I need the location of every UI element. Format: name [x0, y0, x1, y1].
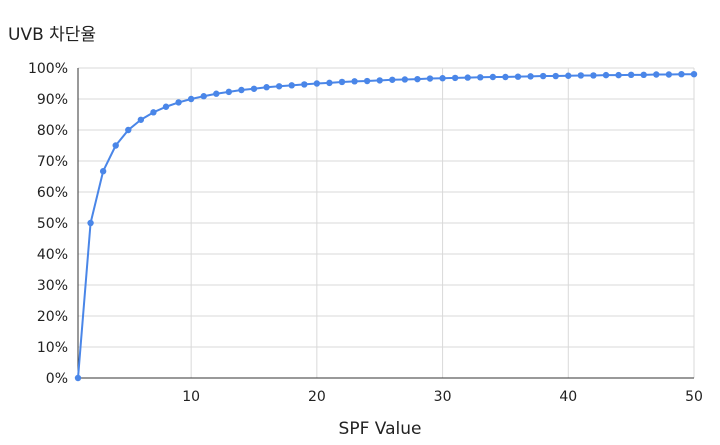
data-point [187, 95, 195, 103]
data-point [112, 142, 119, 149]
data-point [99, 168, 107, 175]
data-point [137, 116, 145, 123]
data-point [87, 219, 94, 227]
grid-lines [78, 67, 695, 378]
y-tick-label: 30% [37, 278, 68, 294]
data-point [464, 74, 471, 81]
y-tick-label: 90% [37, 92, 68, 108]
y-tick-label: 40% [37, 247, 68, 263]
y-tick-label: 80% [37, 123, 68, 139]
data-point [200, 93, 207, 100]
data-point [125, 126, 132, 134]
data-point [225, 88, 233, 96]
data-point [489, 73, 497, 81]
x-tick-label: 50 [685, 389, 703, 405]
y-tick-label: 100% [28, 61, 68, 77]
data-point [389, 76, 396, 83]
data-point [150, 109, 157, 116]
series-line [77, 73, 694, 379]
axes [77, 68, 694, 379]
data-point [162, 103, 170, 110]
data-point [615, 71, 622, 79]
x-tick-label: 20 [308, 389, 326, 405]
data-point [627, 71, 635, 79]
data-point [238, 86, 245, 94]
data-point [539, 72, 547, 80]
data-point [426, 75, 434, 82]
x-tick-labels: 10 20 30 40 50 [182, 389, 703, 405]
data-point [527, 73, 534, 80]
data-point [263, 84, 270, 91]
data-point [590, 72, 597, 79]
y-tick-label: 10% [37, 340, 68, 356]
data-point [351, 78, 358, 85]
x-tick-label: 10 [182, 389, 200, 405]
data-point [338, 78, 346, 86]
data-point [376, 77, 383, 84]
data-point [502, 73, 509, 81]
data-point [552, 72, 559, 80]
data-point [577, 72, 585, 79]
y-tick-label: 0% [46, 371, 68, 387]
data-point [602, 71, 610, 79]
data-point [640, 71, 647, 79]
data-point [401, 76, 409, 83]
data-point [565, 72, 572, 79]
data-point [313, 80, 321, 87]
data-point [74, 374, 82, 382]
data-point [414, 75, 421, 83]
series-layer [74, 71, 698, 382]
x-tick-label: 40 [559, 389, 577, 405]
y-tick-label: 70% [37, 154, 68, 170]
data-point [439, 75, 446, 82]
data-point [665, 71, 673, 78]
data-point [301, 81, 308, 88]
data-point [477, 74, 484, 81]
data-point [326, 79, 333, 87]
y-tick-label: 50% [37, 216, 68, 232]
data-point [451, 74, 459, 82]
data-point [288, 82, 295, 89]
y-tick-label: 60% [37, 185, 68, 201]
x-axis-title: SPF Value [339, 419, 422, 439]
data-point [175, 99, 182, 106]
x-tick-label: 30 [434, 389, 452, 405]
data-point [363, 77, 371, 85]
data-point [653, 71, 660, 78]
data-point [690, 71, 698, 78]
data-point [250, 85, 258, 92]
data-point [678, 71, 685, 78]
y-tick-labels: 0% 10% 20% 30% 40% 50% 60% 70% 80% 90% 100% [28, 61, 68, 387]
y-tick-label: 20% [37, 309, 68, 325]
data-point [275, 83, 283, 90]
data-point [514, 73, 522, 80]
chart-title: UVB 차단율 [8, 25, 97, 45]
data-point [213, 90, 220, 97]
